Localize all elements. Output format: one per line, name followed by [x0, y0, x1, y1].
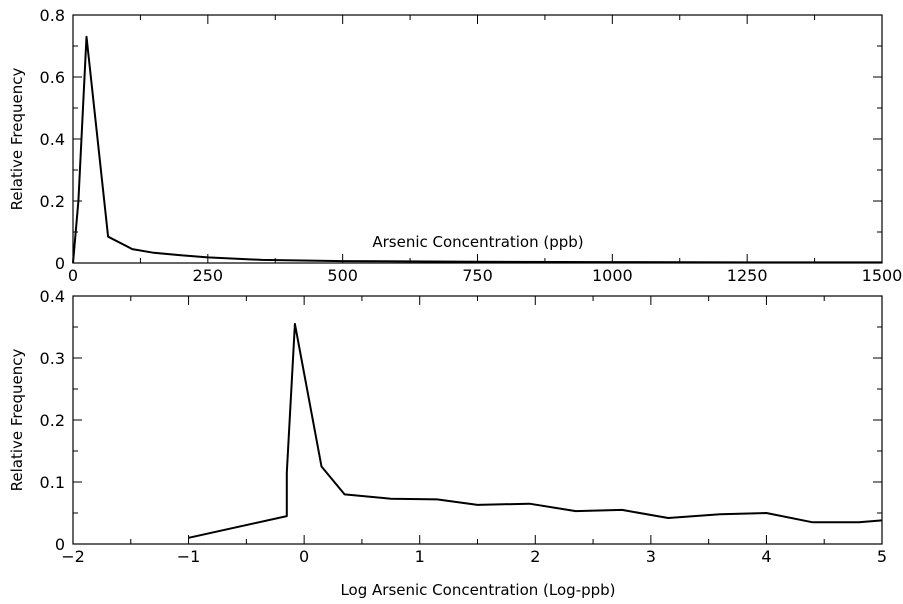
- y-tick-label: 0.2: [40, 411, 65, 430]
- x-tick-label: 0: [299, 547, 309, 566]
- y-axis-label: Relative Frequency: [8, 349, 26, 492]
- x-tick-label: 2: [530, 547, 540, 566]
- x-tick-label: 1000: [592, 266, 633, 285]
- x-axis-label: Arsenic Concentration (ppb): [372, 233, 583, 251]
- x-tick-label: −1: [177, 547, 201, 566]
- y-tick-labels: 0 0.1 0.2 0.3 0.4: [40, 287, 65, 554]
- plot-frame: [72, 295, 883, 545]
- tick-marks: [72, 14, 883, 264]
- x-tick-label: 750: [462, 266, 493, 285]
- y-tick-label: 0.1: [40, 473, 65, 492]
- x-tick-label: 5: [877, 547, 887, 566]
- x-tick-label: 1250: [727, 266, 768, 285]
- y-tick-label: 0.2: [40, 192, 65, 211]
- y-tick-label: 0.8: [40, 6, 65, 25]
- x-tick-label: 1500: [862, 266, 903, 285]
- x-tick-label: 0: [68, 266, 78, 285]
- y-tick-label: 0: [55, 254, 65, 273]
- y-tick-labels: 0 0.2 0.4 0.6 0.8: [40, 6, 65, 273]
- tick-marks: [72, 295, 883, 545]
- chart-log-arsenic-concentration: −2 −1 0 1 2 3 4 5 0 0.1 0.2 0.3 0.4 Log Arsenic Con…: [8, 287, 887, 599]
- x-tick-label: 1: [415, 547, 425, 566]
- plot-frame: [72, 14, 883, 264]
- y-tick-label: 0.3: [40, 349, 65, 368]
- x-tick-label: −2: [61, 547, 85, 566]
- x-tick-labels: 0 250 500 750 1000 1250 1500: [68, 266, 902, 285]
- chart-arsenic-concentration: 0 250 500 750 1000 1250 1500 0 0.2 0.4 0.6 0.8 Ars…: [8, 6, 902, 285]
- x-tick-labels: −2 −1 0 1 2 3 4 5: [61, 547, 887, 566]
- y-axis-label: Relative Frequency: [8, 68, 26, 211]
- x-tick-label: 3: [646, 547, 656, 566]
- y-tick-label: 0: [55, 535, 65, 554]
- series-line: [188, 322, 883, 539]
- y-tick-label: 0.4: [40, 287, 65, 306]
- x-tick-label: 500: [327, 266, 358, 285]
- series-line: [72, 35, 882, 264]
- x-tick-label: 250: [193, 266, 224, 285]
- y-tick-label: 0.6: [40, 68, 65, 87]
- y-tick-label: 0.4: [40, 130, 65, 149]
- series-group: [188, 322, 883, 539]
- x-axis-label: Log Arsenic Concentration (Log-ppb): [340, 581, 615, 599]
- x-tick-label: 4: [761, 547, 771, 566]
- series-group: [72, 35, 882, 264]
